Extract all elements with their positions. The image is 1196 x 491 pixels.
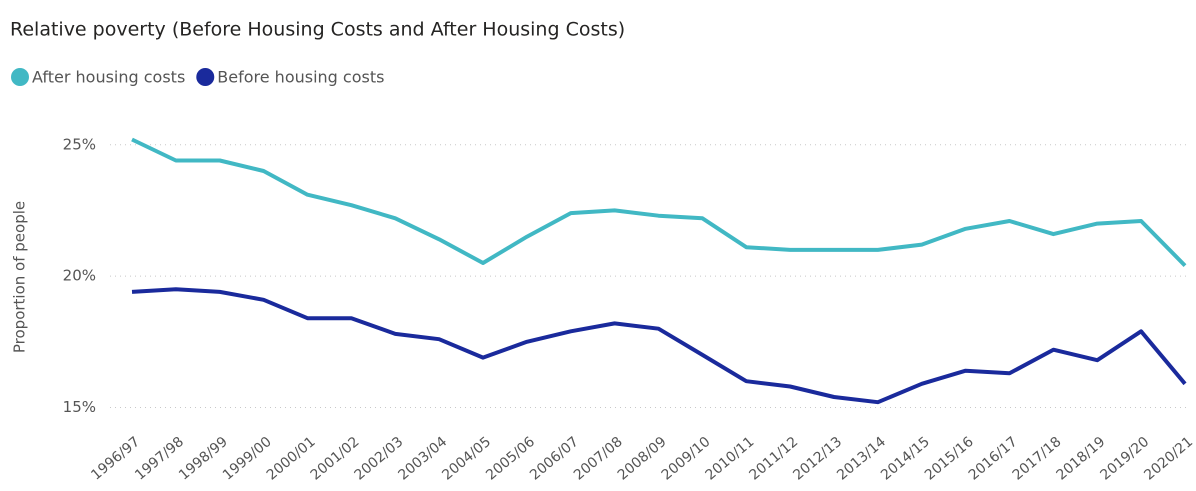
x-tick-label: 2019/20: [1097, 434, 1152, 484]
x-tick-label: 2009/10: [659, 434, 714, 484]
y-axis-label: Proportion of people: [11, 201, 29, 353]
y-tick-label: 15%: [63, 398, 96, 416]
x-tick-label: 2004/05: [439, 434, 494, 484]
x-tick-label: 2008/09: [615, 434, 670, 484]
line: [131, 137, 1187, 268]
x-tick-label: 1999/00: [220, 434, 275, 484]
x-tick-label: 2018/19: [1054, 434, 1109, 484]
x-tick-label: 2014/15: [878, 434, 933, 484]
chart-title: Relative poverty (Before Housing Costs a…: [10, 19, 625, 41]
legend-marker: [196, 68, 215, 86]
y-tick-label: 25%: [63, 135, 96, 153]
x-tick-label: 2006/07: [527, 434, 582, 484]
legend-marker: [11, 68, 29, 86]
x-tick-label: 2010/11: [703, 434, 758, 484]
x-tick-label: 2002/03: [352, 434, 407, 484]
line: [131, 287, 1187, 405]
x-tick-label: 2001/02: [308, 434, 363, 484]
y-tick-label: 20%: [63, 267, 96, 285]
x-tick-label: 2007/08: [571, 434, 626, 484]
x-tick-label: 2016/17: [966, 434, 1021, 484]
x-tick-label: 2011/12: [746, 434, 801, 484]
legend-label: Before housing costs: [217, 68, 384, 87]
legend-label: After housing costs: [32, 68, 185, 87]
x-tick-label: 1996/97: [88, 434, 143, 484]
x-tick-label: 2012/13: [790, 434, 845, 484]
x-tick-label: 2020/21: [1141, 434, 1196, 484]
x-tick-label: 1997/98: [132, 434, 187, 484]
x-tick-label: 1998/99: [176, 434, 231, 484]
x-tick-label: 2017/18: [1010, 434, 1065, 484]
x-tick-label: 2000/01: [264, 434, 319, 484]
